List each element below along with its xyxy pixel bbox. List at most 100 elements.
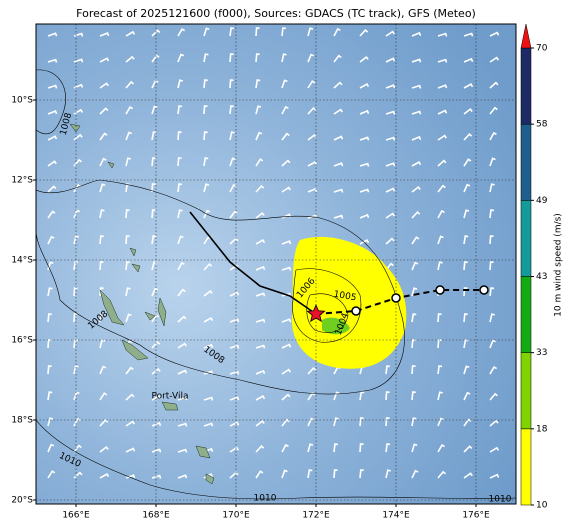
wind-barb	[359, 136, 370, 141]
wind-barb	[203, 289, 213, 297]
wind-barb	[255, 420, 265, 427]
wind-barb	[333, 443, 339, 453]
wind-barb	[125, 393, 135, 401]
wind-barb	[47, 160, 57, 167]
wind-barb	[73, 209, 81, 219]
wind-barb	[177, 53, 185, 63]
wind-barb	[73, 444, 82, 453]
wind-barb	[437, 109, 448, 115]
wind-barb	[281, 368, 292, 375]
x-tick-label: 170°E	[222, 511, 250, 521]
wind-barb	[307, 106, 317, 115]
wind-barb	[151, 54, 160, 63]
x-tick-label: 176°E	[462, 511, 490, 521]
colorbar-label: 10 m wind speed (m/s)	[554, 213, 564, 317]
y-tick-label: 18°S	[11, 416, 33, 426]
wind-barb	[463, 313, 468, 323]
wind-barb	[177, 105, 183, 115]
wind-barb	[255, 238, 266, 245]
y-tick-label: 20°S	[11, 496, 33, 506]
colorbar-segment	[520, 352, 532, 430]
wind-barb	[255, 105, 262, 115]
wind-barb	[411, 469, 419, 479]
wind-barb	[99, 209, 105, 219]
wind-barb	[307, 133, 317, 141]
wind-barb	[333, 391, 340, 401]
wind-barb	[151, 448, 162, 453]
wind-barb	[125, 235, 130, 245]
wind-barb	[177, 396, 188, 401]
wind-barb	[177, 183, 182, 193]
wind-barb	[99, 445, 109, 453]
wind-barb	[177, 157, 182, 167]
wind-barb	[307, 417, 315, 427]
wind-barb	[281, 240, 292, 245]
wind-barb	[99, 132, 108, 141]
colorbar-tick-label: 10	[536, 501, 548, 511]
wind-barb	[47, 135, 58, 141]
wind-barb	[255, 27, 260, 37]
track-point	[435, 285, 445, 295]
place-label: Port-Vila	[151, 392, 188, 402]
wind-barb	[489, 235, 494, 245]
wind-barb	[307, 27, 314, 37]
wind-barb	[463, 83, 474, 89]
wind-barb	[281, 27, 286, 37]
wind-barb	[307, 469, 313, 479]
wind-barb	[151, 105, 158, 115]
wind-barb	[281, 393, 291, 401]
wind-barb	[47, 110, 58, 115]
wind-barb	[385, 469, 391, 479]
wind-barb	[255, 158, 264, 167]
wind-barb	[385, 162, 396, 167]
wind-barb	[489, 313, 495, 323]
wind-barb	[99, 472, 110, 479]
wind-barb	[151, 131, 157, 141]
wind-barb	[281, 418, 290, 427]
wind-barb	[47, 185, 57, 193]
wind-barb	[385, 365, 391, 375]
wind-barb	[281, 266, 292, 271]
colorbar-tick-label: 18	[536, 424, 548, 434]
track-point	[479, 285, 489, 295]
wind-barb	[255, 470, 264, 479]
wind-barb	[359, 469, 364, 479]
wind-barb	[255, 369, 266, 375]
wind-barb	[333, 27, 341, 37]
wind-barb	[177, 209, 183, 219]
wind-barb	[99, 32, 110, 37]
x-tick-label: 172°E	[302, 511, 330, 521]
wind-barb	[437, 470, 446, 479]
wind-barb	[333, 417, 339, 427]
wind-barb	[125, 261, 130, 271]
wind-barb	[359, 239, 370, 245]
wind-barb	[307, 53, 315, 63]
wind-barb	[463, 57, 474, 63]
wind-barb	[151, 235, 157, 245]
wind-barb	[359, 109, 370, 115]
wind-barb	[99, 82, 109, 89]
wind-barb	[203, 262, 213, 271]
wind-barb	[281, 79, 288, 89]
wind-barb	[307, 160, 318, 167]
wind-barb	[489, 56, 500, 63]
wind-barb	[203, 105, 208, 115]
wind-barb	[229, 105, 234, 115]
wind-barb	[359, 28, 369, 37]
wind-barb	[99, 339, 106, 349]
wind-barb	[229, 421, 240, 427]
wind-barb	[255, 344, 266, 349]
wind-barb	[437, 159, 447, 167]
wind-barb	[411, 31, 422, 37]
past-track	[189, 211, 317, 315]
colorbar-segment	[520, 47, 532, 125]
wind-barb	[437, 32, 448, 37]
wind-barb	[437, 417, 444, 427]
wind-barb	[151, 367, 161, 375]
wind-barb	[463, 108, 473, 115]
wind-barb	[151, 183, 156, 193]
wind-barb	[125, 131, 133, 141]
wind-barb	[99, 313, 105, 323]
wind-barb	[463, 183, 471, 193]
